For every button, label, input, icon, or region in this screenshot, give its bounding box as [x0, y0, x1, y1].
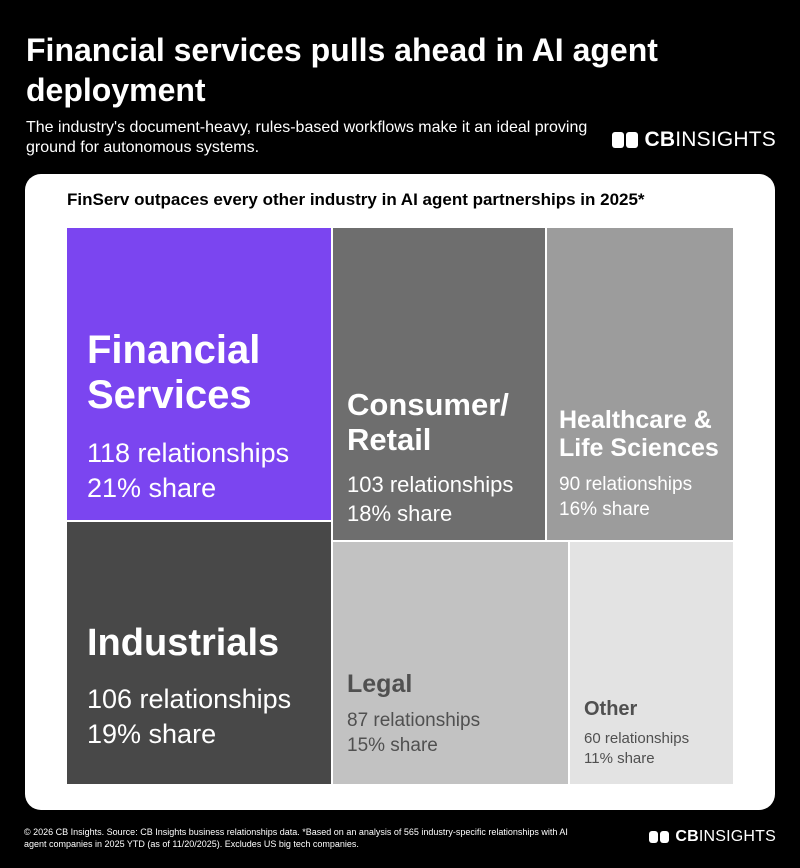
tile-name: Consumer/ Retail [347, 387, 509, 457]
chart-title: FinServ outpaces every other industry in… [67, 190, 645, 209]
tile-name: Financial Services [87, 328, 261, 417]
tile-share: 16% share [559, 498, 650, 520]
logo-text-insights: INSIGHTS [698, 828, 776, 845]
tile-name: Industrials [87, 622, 280, 664]
tile-share: 11% share [584, 749, 655, 767]
tile-relationships: 103 relationships [347, 472, 514, 498]
logo-text-insights: INSIGHTS [675, 128, 776, 151]
tile-relationships: 90 relationships [559, 474, 693, 496]
page-title: Financial services pulls ahead in AI age… [26, 32, 658, 108]
treemap-tile-legal: Legal 87 relationships 15% share [331, 540, 570, 786]
logo-text-cb: CB [675, 828, 699, 845]
cb-insights-logo: CBINSIGHTS [612, 128, 776, 152]
treemap-tile-industrials: Industrials 106 relationships 19% share [65, 520, 333, 786]
treemap-tile-other: Other 60 relationships 11% share [568, 540, 735, 786]
tile-share: 19% share [87, 718, 217, 749]
footnote: © 2026 CB Insights. Source: CB Insights … [24, 827, 568, 849]
tile-share: 15% share [347, 734, 438, 756]
tile-name: Other [584, 698, 638, 720]
treemap-tile-healthcare-life-sciences: Healthcare & Life Sciences 90 relationshi… [545, 226, 735, 542]
logo-text-cb: CB [644, 128, 676, 151]
tile-relationships: 60 relationships [584, 730, 690, 748]
tile-name: Legal [347, 670, 413, 698]
cb-insights-footer-logo: CBINSIGHTS [649, 828, 776, 846]
treemap-chart: Financial Services 118 relationships 21% s… [65, 226, 735, 786]
cb-logo-icon [649, 831, 670, 843]
tile-relationships: 106 relationships [87, 683, 292, 714]
chart-card: FinServ outpaces every other industry in… [25, 174, 775, 810]
treemap-tile-financial-services: Financial Services 118 relationships 21% s… [65, 226, 333, 522]
page-subtitle: The industry's document-heavy, rules-bas… [26, 119, 588, 156]
tile-relationships: 87 relationships [347, 710, 481, 732]
treemap-tile-consumer-retail: Consumer/ Retail 103 relationships 18% sha… [331, 226, 547, 542]
tile-name: Healthcare & Life Sciences [559, 406, 719, 462]
tile-share: 21% share [87, 472, 217, 503]
cb-logo-icon [612, 132, 639, 148]
tile-relationships: 118 relationships [87, 437, 290, 468]
tile-share: 18% share [347, 500, 453, 526]
